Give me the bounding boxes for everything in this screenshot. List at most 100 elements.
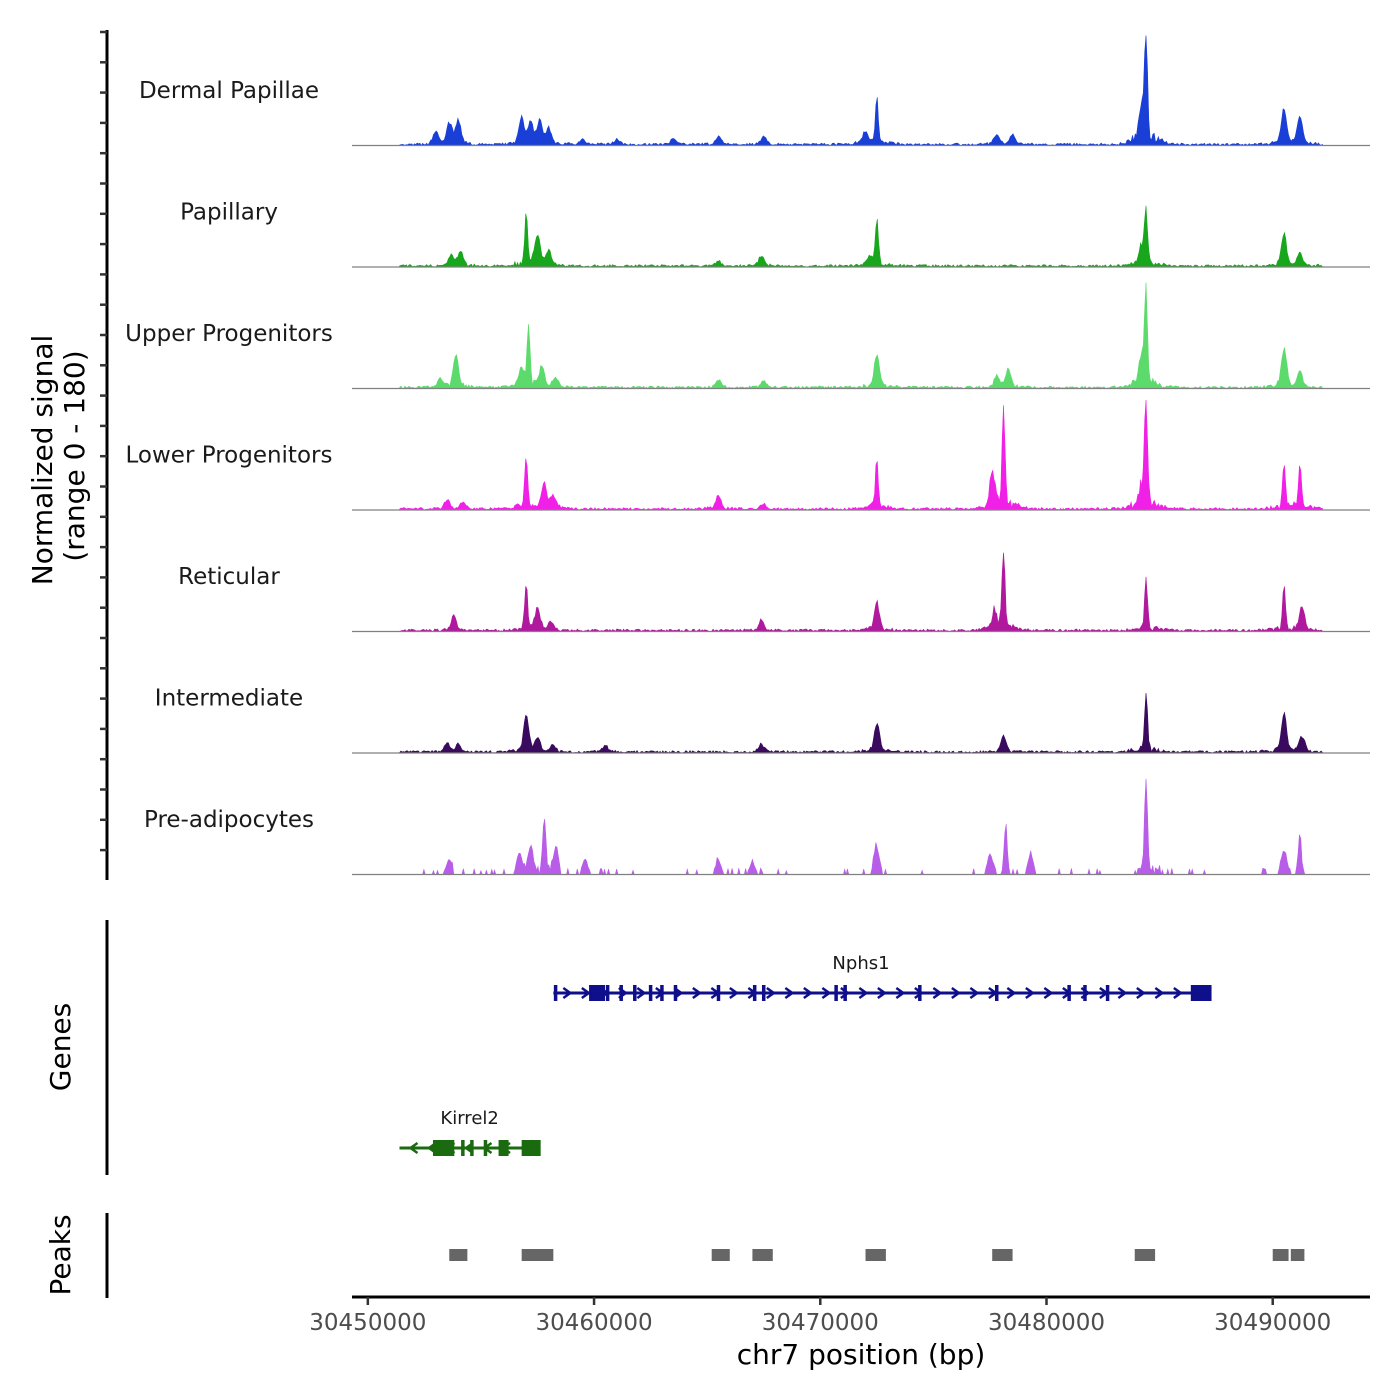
exon <box>619 985 623 1001</box>
coverage-area <box>399 692 1323 754</box>
strand-arrow-icon <box>1154 986 1165 1000</box>
exon <box>470 1140 474 1156</box>
exon <box>1193 985 1212 1001</box>
strand-arrow-icon <box>877 986 887 1000</box>
strand-arrow-icon <box>581 986 591 1000</box>
strand-arrow-icon <box>562 986 573 1000</box>
exon <box>605 985 610 1001</box>
strand-arrow-icon <box>858 986 869 1000</box>
peak-region <box>992 1249 1013 1261</box>
gene-name-label: Nphs1 <box>832 953 889 974</box>
exon <box>591 985 606 1001</box>
track-5: Intermediate <box>155 686 1370 754</box>
x-tick-label: 30480000 <box>988 1310 1105 1336</box>
peak-region <box>1134 1249 1156 1261</box>
track-0: Dermal Papillae <box>139 35 1370 147</box>
exon <box>461 1140 465 1156</box>
gene-annotations: Nphs1 Kirrel2 <box>399 953 1212 1156</box>
strand-arrow-icon <box>766 986 776 1000</box>
track-label: Upper Progenitors <box>125 321 333 347</box>
x-tick-label: 30450000 <box>309 1310 426 1336</box>
exon <box>483 1140 488 1156</box>
coverage-area <box>399 778 1323 876</box>
signal-y-axis <box>100 30 109 880</box>
strand-arrow-icon <box>1136 986 1146 1000</box>
x-axis: 30450000 30460000 30470000 30480000 30490000 <box>309 1297 1331 1336</box>
exon <box>1067 985 1071 1001</box>
exon <box>1083 985 1087 1001</box>
peak-region <box>1290 1249 1305 1261</box>
track-4: Reticular <box>178 552 1370 633</box>
exon <box>433 1140 452 1156</box>
exon <box>498 1140 509 1156</box>
y-axis-subtitle: (range 0 - 180) <box>58 350 91 561</box>
exon <box>660 985 664 1001</box>
track-3: Lower Progenitors <box>126 399 1370 511</box>
exon <box>761 985 766 1001</box>
peak-region <box>1272 1249 1289 1261</box>
exon <box>1105 985 1110 1001</box>
x-tick-label: 30470000 <box>762 1310 879 1336</box>
coverage-area <box>399 399 1323 511</box>
exon <box>553 985 558 1001</box>
track-2: Upper Progenitors <box>125 282 1370 390</box>
exon <box>918 985 922 1001</box>
track-label: Reticular <box>178 564 280 590</box>
strand-arrow-icon <box>951 986 961 1000</box>
exon <box>834 985 838 1001</box>
exon <box>994 985 999 1001</box>
coverage-area <box>399 35 1323 146</box>
y-axis-title: Normalized signal <box>26 335 59 586</box>
exon <box>673 985 678 1001</box>
x-axis-title: chr7 position (bp) <box>737 1338 986 1371</box>
strand-arrow-icon <box>784 986 795 1000</box>
exon <box>716 985 721 1001</box>
track-label: Pre-adipocytes <box>144 807 314 833</box>
peak-region <box>711 1249 730 1261</box>
coverage-area <box>399 552 1323 633</box>
strand-arrow-icon <box>803 986 813 1000</box>
gene-name-label: Kirrel2 <box>440 1108 498 1129</box>
exon <box>521 1140 541 1156</box>
track-label: Lower Progenitors <box>126 443 333 469</box>
exon <box>752 985 757 1001</box>
coverage-area <box>399 282 1323 390</box>
strand-arrow-icon <box>1117 986 1128 1000</box>
strand-arrow-icon <box>636 986 647 1000</box>
x-tick-label: 30490000 <box>1214 1310 1331 1336</box>
gene-nphs1: Nphs1 <box>553 953 1212 1001</box>
x-tick-label: 30460000 <box>536 1310 653 1336</box>
strand-arrow-icon <box>729 986 739 1000</box>
peaks-panel-label: Peaks <box>44 1214 77 1295</box>
peak-region <box>521 1249 554 1261</box>
strand-arrow-icon <box>692 986 702 1000</box>
strand-arrow-icon <box>1006 986 1017 1000</box>
coverage-area <box>399 205 1323 268</box>
strand-arrow-icon <box>1043 986 1054 1000</box>
strand-arrow-icon <box>1173 986 1183 1000</box>
track-1: Papillary <box>180 200 1370 268</box>
strand-arrow-icon <box>408 1141 419 1155</box>
track-6: Pre-adipocytes <box>144 778 1370 876</box>
strand-arrow-icon <box>1025 986 1035 1000</box>
strand-arrow-icon <box>914 986 924 1000</box>
peak-region <box>752 1249 773 1261</box>
genes-panel-label: Genes <box>44 1003 77 1091</box>
gene-kirrel2: Kirrel2 <box>399 1108 541 1156</box>
exon <box>633 985 637 1001</box>
strand-arrow-icon <box>932 986 943 1000</box>
exon <box>648 985 653 1001</box>
track-label: Papillary <box>180 200 278 226</box>
exon <box>843 985 847 1001</box>
strand-arrow-icon <box>821 986 832 1000</box>
peak-region <box>449 1249 468 1261</box>
strand-arrow-icon <box>969 986 980 1000</box>
strand-arrow-icon <box>895 986 906 1000</box>
track-label: Intermediate <box>155 686 303 712</box>
strand-arrow-icon <box>840 986 850 1000</box>
track-label: Dermal Papillae <box>139 78 319 104</box>
peak-regions <box>449 1249 1305 1261</box>
coverage-tracks: Dermal Papillae Papillary Upper Progenitor… <box>125 35 1370 876</box>
peak-region <box>865 1249 886 1261</box>
